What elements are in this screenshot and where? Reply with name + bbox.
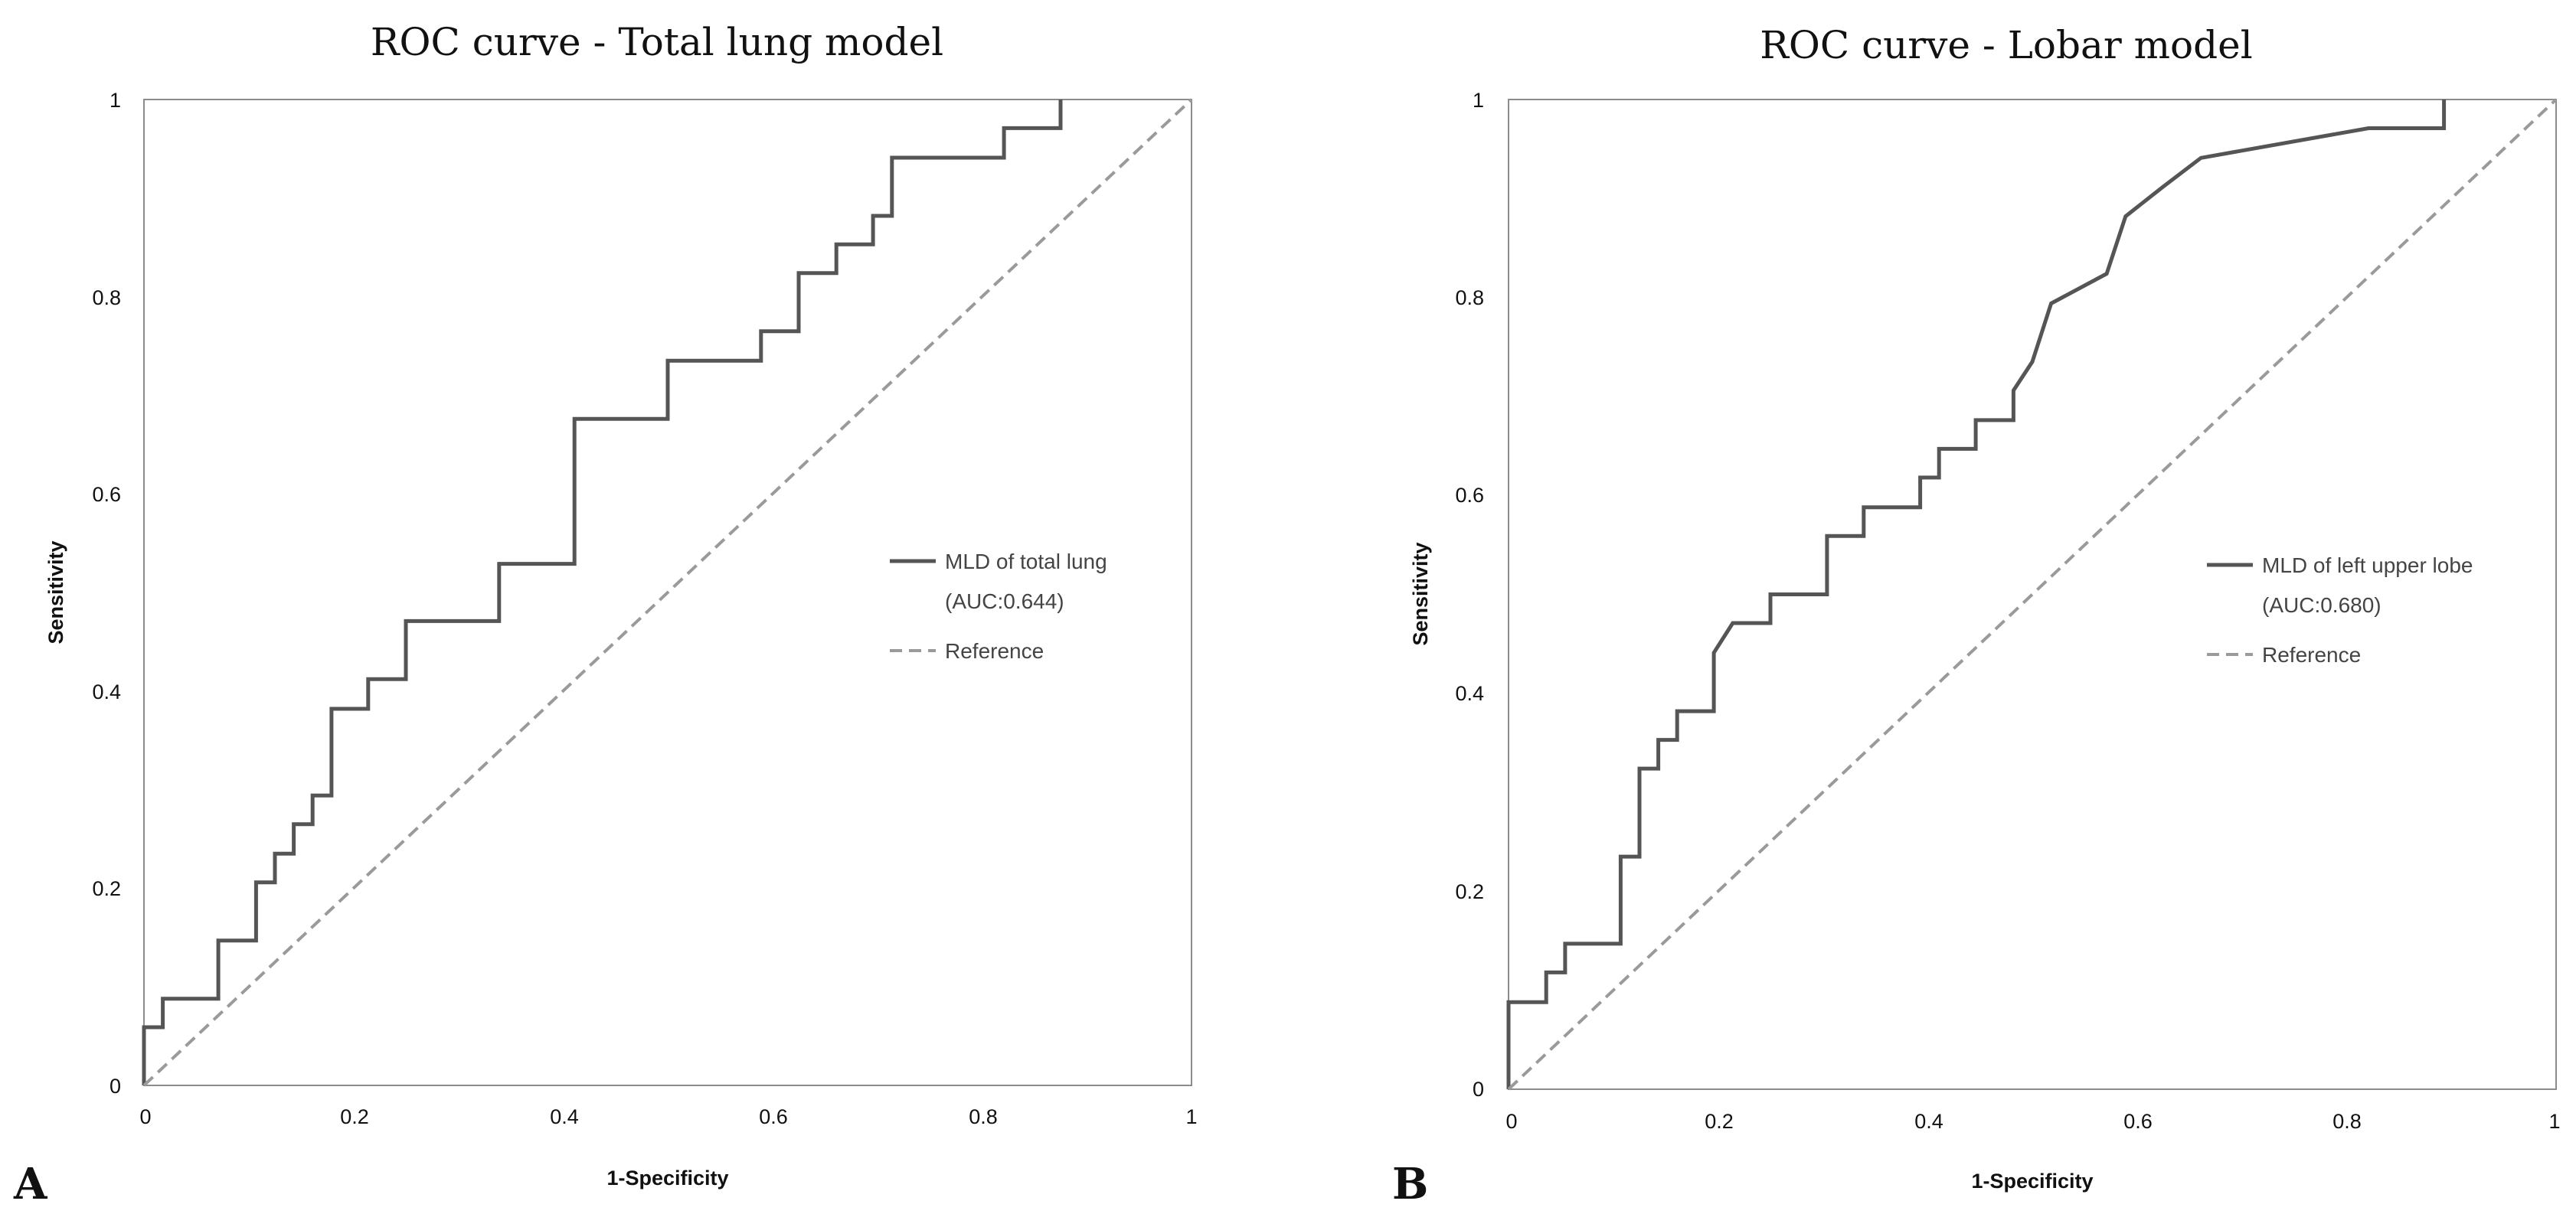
y-tick-label-b: 0.6 [1455,484,1484,507]
y-tick-label-a: 1 [110,89,121,112]
y-tick-label-b: 0.8 [1455,286,1484,309]
legend-reference-a: Reference [945,639,1044,663]
y-tick-label-b: 0.4 [1455,682,1484,705]
x-axis-label-a: 1-Specificity [606,1167,728,1190]
x-tick-label-b: 0 [1505,1110,1517,1133]
y-tick-labels-a: 0 0.2 0.4 0.6 0.8 1 [92,89,121,1098]
panel-b: ROC curve - Lobar model 0 0.2 0.4 0.6 0.… [1392,23,2561,1209]
y-tick-label-a: 0.8 [92,286,121,309]
x-tick-labels-b: 0 0.2 0.4 0.6 0.8 1 [1505,1110,2560,1133]
x-tick-label-a: 1 [1185,1105,1197,1128]
legend-auc-b: (AUC:0.680) [2262,593,2381,617]
x-tick-labels-a: 0 0.2 0.4 0.6 0.8 1 [139,1105,1197,1128]
chart-title-b: ROC curve - Lobar model [1760,23,2252,67]
y-axis-label-b: Sensitivity [1409,542,1432,645]
legend-reference-b: Reference [2262,643,2361,667]
plot-frame-b [1508,99,2557,1090]
x-tick-label-a: 0.8 [969,1105,998,1128]
panel-label-b: B [1392,1159,1428,1209]
legend-label-b: MLD of left upper lobe [2262,553,2473,577]
roc-curve-a [142,100,1063,1085]
y-tick-labels-b: 0 0.2 0.4 0.6 0.8 1 [1455,89,1484,1101]
chart-title-a: ROC curve - Total lung model [371,20,943,64]
y-tick-label-b: 0.2 [1455,880,1484,903]
legend-label-a: MLD of total lung [945,550,1107,573]
panel-label-a: A [13,1159,48,1209]
plot-frame-a [143,99,1192,1086]
x-tick-label-b: 0.8 [2332,1110,2362,1133]
y-tick-label-a: 0 [110,1075,121,1098]
x-tick-label-b: 0.6 [2123,1110,2153,1133]
reference-line-a [142,98,1193,1087]
y-tick-label-b: 1 [1473,89,1484,112]
reference-line-b [1507,98,2558,1091]
x-tick-label-a: 0.6 [759,1105,788,1128]
x-tick-label-b: 0.2 [1705,1110,1734,1133]
series-group-b [1506,98,2558,1091]
panel-a: ROC curve - Total lung model 0 0.2 0.4 0… [13,20,1198,1209]
x-tick-label-a: 0 [139,1105,151,1128]
y-tick-label-a: 0.2 [92,877,121,900]
y-tick-label-a: 0.4 [92,680,121,703]
roc-curve-b [1506,100,2447,1089]
x-tick-label-b: 0.4 [1914,1110,1943,1133]
legend-auc-a: (AUC:0.644) [945,589,1064,613]
x-axis-label-b: 1-Specificity [1971,1170,2093,1193]
x-tick-label-a: 0.4 [550,1105,579,1128]
y-axis-label-a: Sensitivity [44,540,67,644]
x-tick-label-a: 0.2 [340,1105,369,1128]
series-group-a [142,98,1193,1087]
x-tick-label-b: 1 [2548,1110,2560,1133]
y-tick-label-b: 0 [1473,1078,1484,1101]
y-tick-label-a: 0.6 [92,483,121,506]
